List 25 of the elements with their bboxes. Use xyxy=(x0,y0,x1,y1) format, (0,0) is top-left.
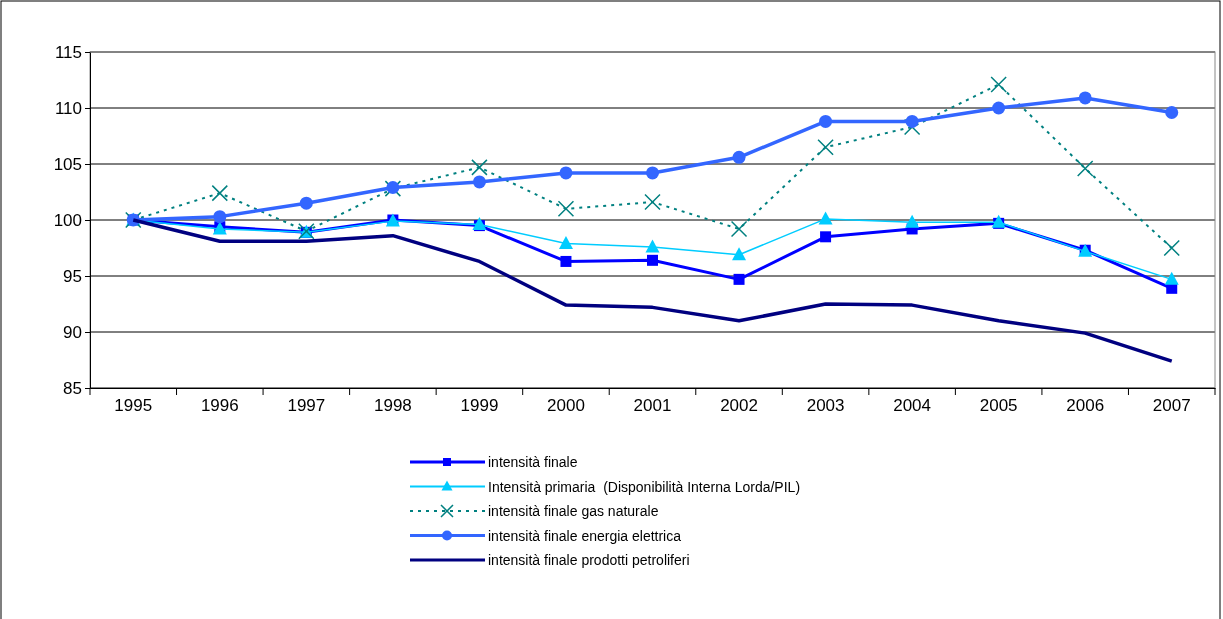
legend-label: intensità finale gas naturale xyxy=(488,503,659,519)
legend-label: intensità finale energia elettrica xyxy=(488,527,682,544)
x-tick-label: 2005 xyxy=(979,396,1018,416)
x-tick-label: 2001 xyxy=(633,396,672,416)
legend-label: Intensità primaria (Disponibilità Interna Lorda/PIL) xyxy=(488,478,801,495)
x-tick-label: 2007 xyxy=(1152,396,1191,416)
legend-label: intensità finale xyxy=(488,454,578,470)
x-tick-label: 1995 xyxy=(114,396,153,416)
y-tick-label: 105 xyxy=(53,154,82,174)
y-tick-label: 110 xyxy=(54,98,82,118)
y-tick-label: 90 xyxy=(63,322,82,342)
y-tick-label: 85 xyxy=(63,378,82,398)
x-tick-label: 2000 xyxy=(547,396,585,416)
x-tick-label: 2004 xyxy=(893,396,932,416)
legend-label: intensità finale prodotti petroliferi xyxy=(488,552,690,568)
x-tick-label: 1999 xyxy=(460,396,499,416)
x-tick-label: 2002 xyxy=(720,396,758,416)
y-tick-label: 95 xyxy=(63,266,82,286)
y-tick-label: 115 xyxy=(54,42,82,62)
x-tick-label: 2003 xyxy=(806,396,845,416)
x-tick-label: 2006 xyxy=(1066,396,1105,416)
x-tick-label: 1996 xyxy=(200,396,239,416)
y-tick-label: 100 xyxy=(53,210,82,230)
x-tick-label: 1997 xyxy=(287,396,326,416)
x-tick-label: 1998 xyxy=(373,396,412,416)
